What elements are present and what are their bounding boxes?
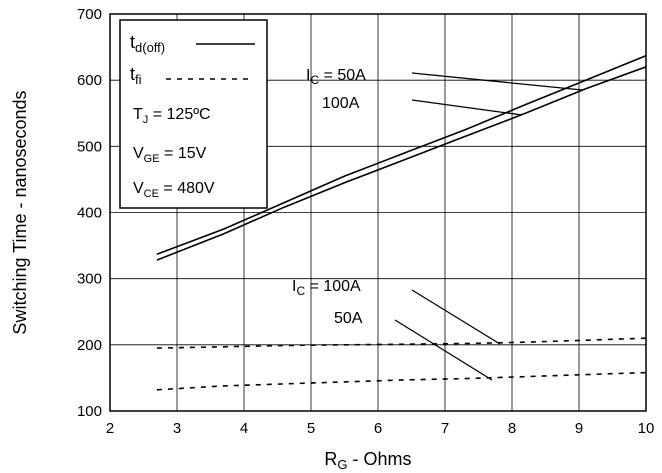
y-tick-label: 200 [77, 337, 102, 354]
x-tick-label: 5 [307, 420, 315, 437]
leader-line-1 [411, 99, 523, 116]
x-tick-label: 9 [575, 420, 583, 437]
x-axis-title-rest: - Ohms [348, 449, 412, 469]
x-tick-label: 7 [441, 420, 449, 437]
y-tick-label: 700 [77, 6, 102, 23]
leader-line-0 [411, 72, 583, 91]
x-tick-label: 10 [638, 420, 655, 437]
series-line-1-td-off [156, 66, 647, 261]
x-tick-label: 4 [240, 420, 248, 437]
x-axis-title-main: R [324, 449, 337, 469]
condition-tj: TJ = 125ºC [133, 106, 211, 126]
condition-vce: VCE = 480V [133, 180, 215, 200]
leader-line-3 [394, 319, 493, 381]
x-tick-label: 3 [173, 420, 181, 437]
annotation-100a-td: 100A [322, 95, 360, 112]
plot-frame [109, 13, 647, 412]
tick-labels: 2 3 4 5 6 7 8 9 10 100 200 300 400 500 600 700 [77, 6, 654, 437]
x-axis-title-sub: G [337, 457, 347, 472]
legend: td(off) tfi TJ = 125ºC VGE = 15V VCE = 4… [119, 19, 268, 209]
annotation-ic-50a-td: IC = 50A [306, 67, 366, 87]
y-tick-label: 100 [77, 403, 102, 420]
leader-line-2 [411, 289, 501, 345]
annotation-50a-tfi: 50A [334, 310, 363, 327]
x-axis-title: RG - Ohms [324, 449, 411, 472]
annotation-ic-100a-tfi: IC = 100A [292, 278, 361, 298]
y-tick-label: 300 [77, 271, 102, 288]
series-line-2-tfi [156, 337, 647, 349]
legend-label-td-off: td(off) [130, 32, 165, 55]
y-tick-label: 500 [77, 138, 102, 155]
legend-box [119, 19, 268, 209]
y-tick-label: 600 [77, 72, 102, 89]
series-line-3-tfi [156, 371, 647, 391]
annotation-leaders [394, 72, 583, 381]
legend-label-tfi: tfi [130, 64, 142, 87]
grid [109, 13, 647, 412]
condition-vge: VGE = 15V [133, 145, 207, 165]
y-axis-title: Switching Time - nanoseconds [10, 90, 30, 334]
x-tick-label: 8 [508, 420, 516, 437]
y-tick-label: 400 [77, 205, 102, 222]
x-tick-label: 6 [374, 420, 382, 437]
x-tick-label: 2 [106, 420, 114, 437]
